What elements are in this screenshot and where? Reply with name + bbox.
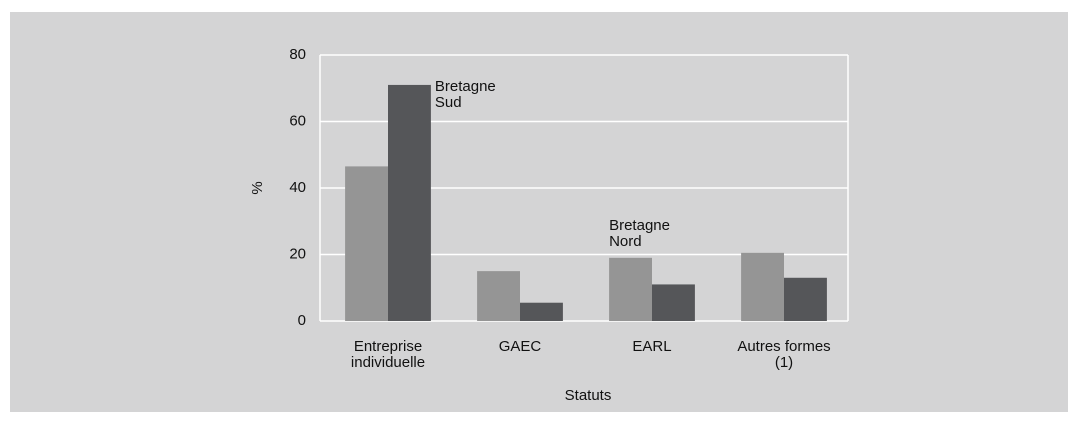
y-axis-label: %: [249, 181, 266, 194]
legend-label: Bretagne Nord: [609, 216, 670, 250]
y-tick-label: 20: [289, 245, 306, 262]
y-tick-label: 60: [289, 112, 306, 129]
panel: [10, 12, 1068, 412]
x-tick-label: GAEC: [498, 338, 542, 355]
y-tick-label: 0: [298, 312, 306, 329]
x-axis-label: Statuts: [565, 387, 612, 404]
legend-label: Bretagne Sud: [434, 77, 496, 111]
bar: [520, 302, 563, 321]
y-tick-label: 80: [289, 46, 306, 63]
x-tick-label: EARL: [632, 338, 672, 355]
bar: [388, 84, 431, 321]
bar: [477, 271, 520, 321]
x-tick-label: Autres formes (1): [737, 338, 831, 371]
y-tick-label: 40: [289, 179, 306, 196]
bar: [652, 284, 695, 321]
x-tick-label: Entreprise individuelle: [350, 338, 426, 371]
bar: [345, 166, 388, 321]
bar: [741, 252, 784, 321]
bar: [609, 257, 652, 321]
bar: [784, 277, 827, 321]
